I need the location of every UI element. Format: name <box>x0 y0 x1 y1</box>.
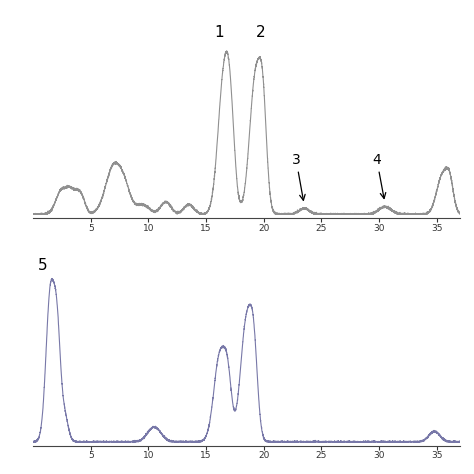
Text: 3: 3 <box>292 153 305 201</box>
Text: 5: 5 <box>37 258 47 273</box>
Text: 1: 1 <box>214 25 224 40</box>
Text: 2: 2 <box>255 25 265 40</box>
Text: 4: 4 <box>373 153 386 199</box>
